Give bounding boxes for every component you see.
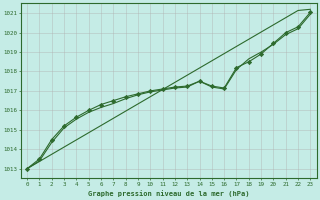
X-axis label: Graphe pression niveau de la mer (hPa): Graphe pression niveau de la mer (hPa)	[88, 190, 250, 197]
